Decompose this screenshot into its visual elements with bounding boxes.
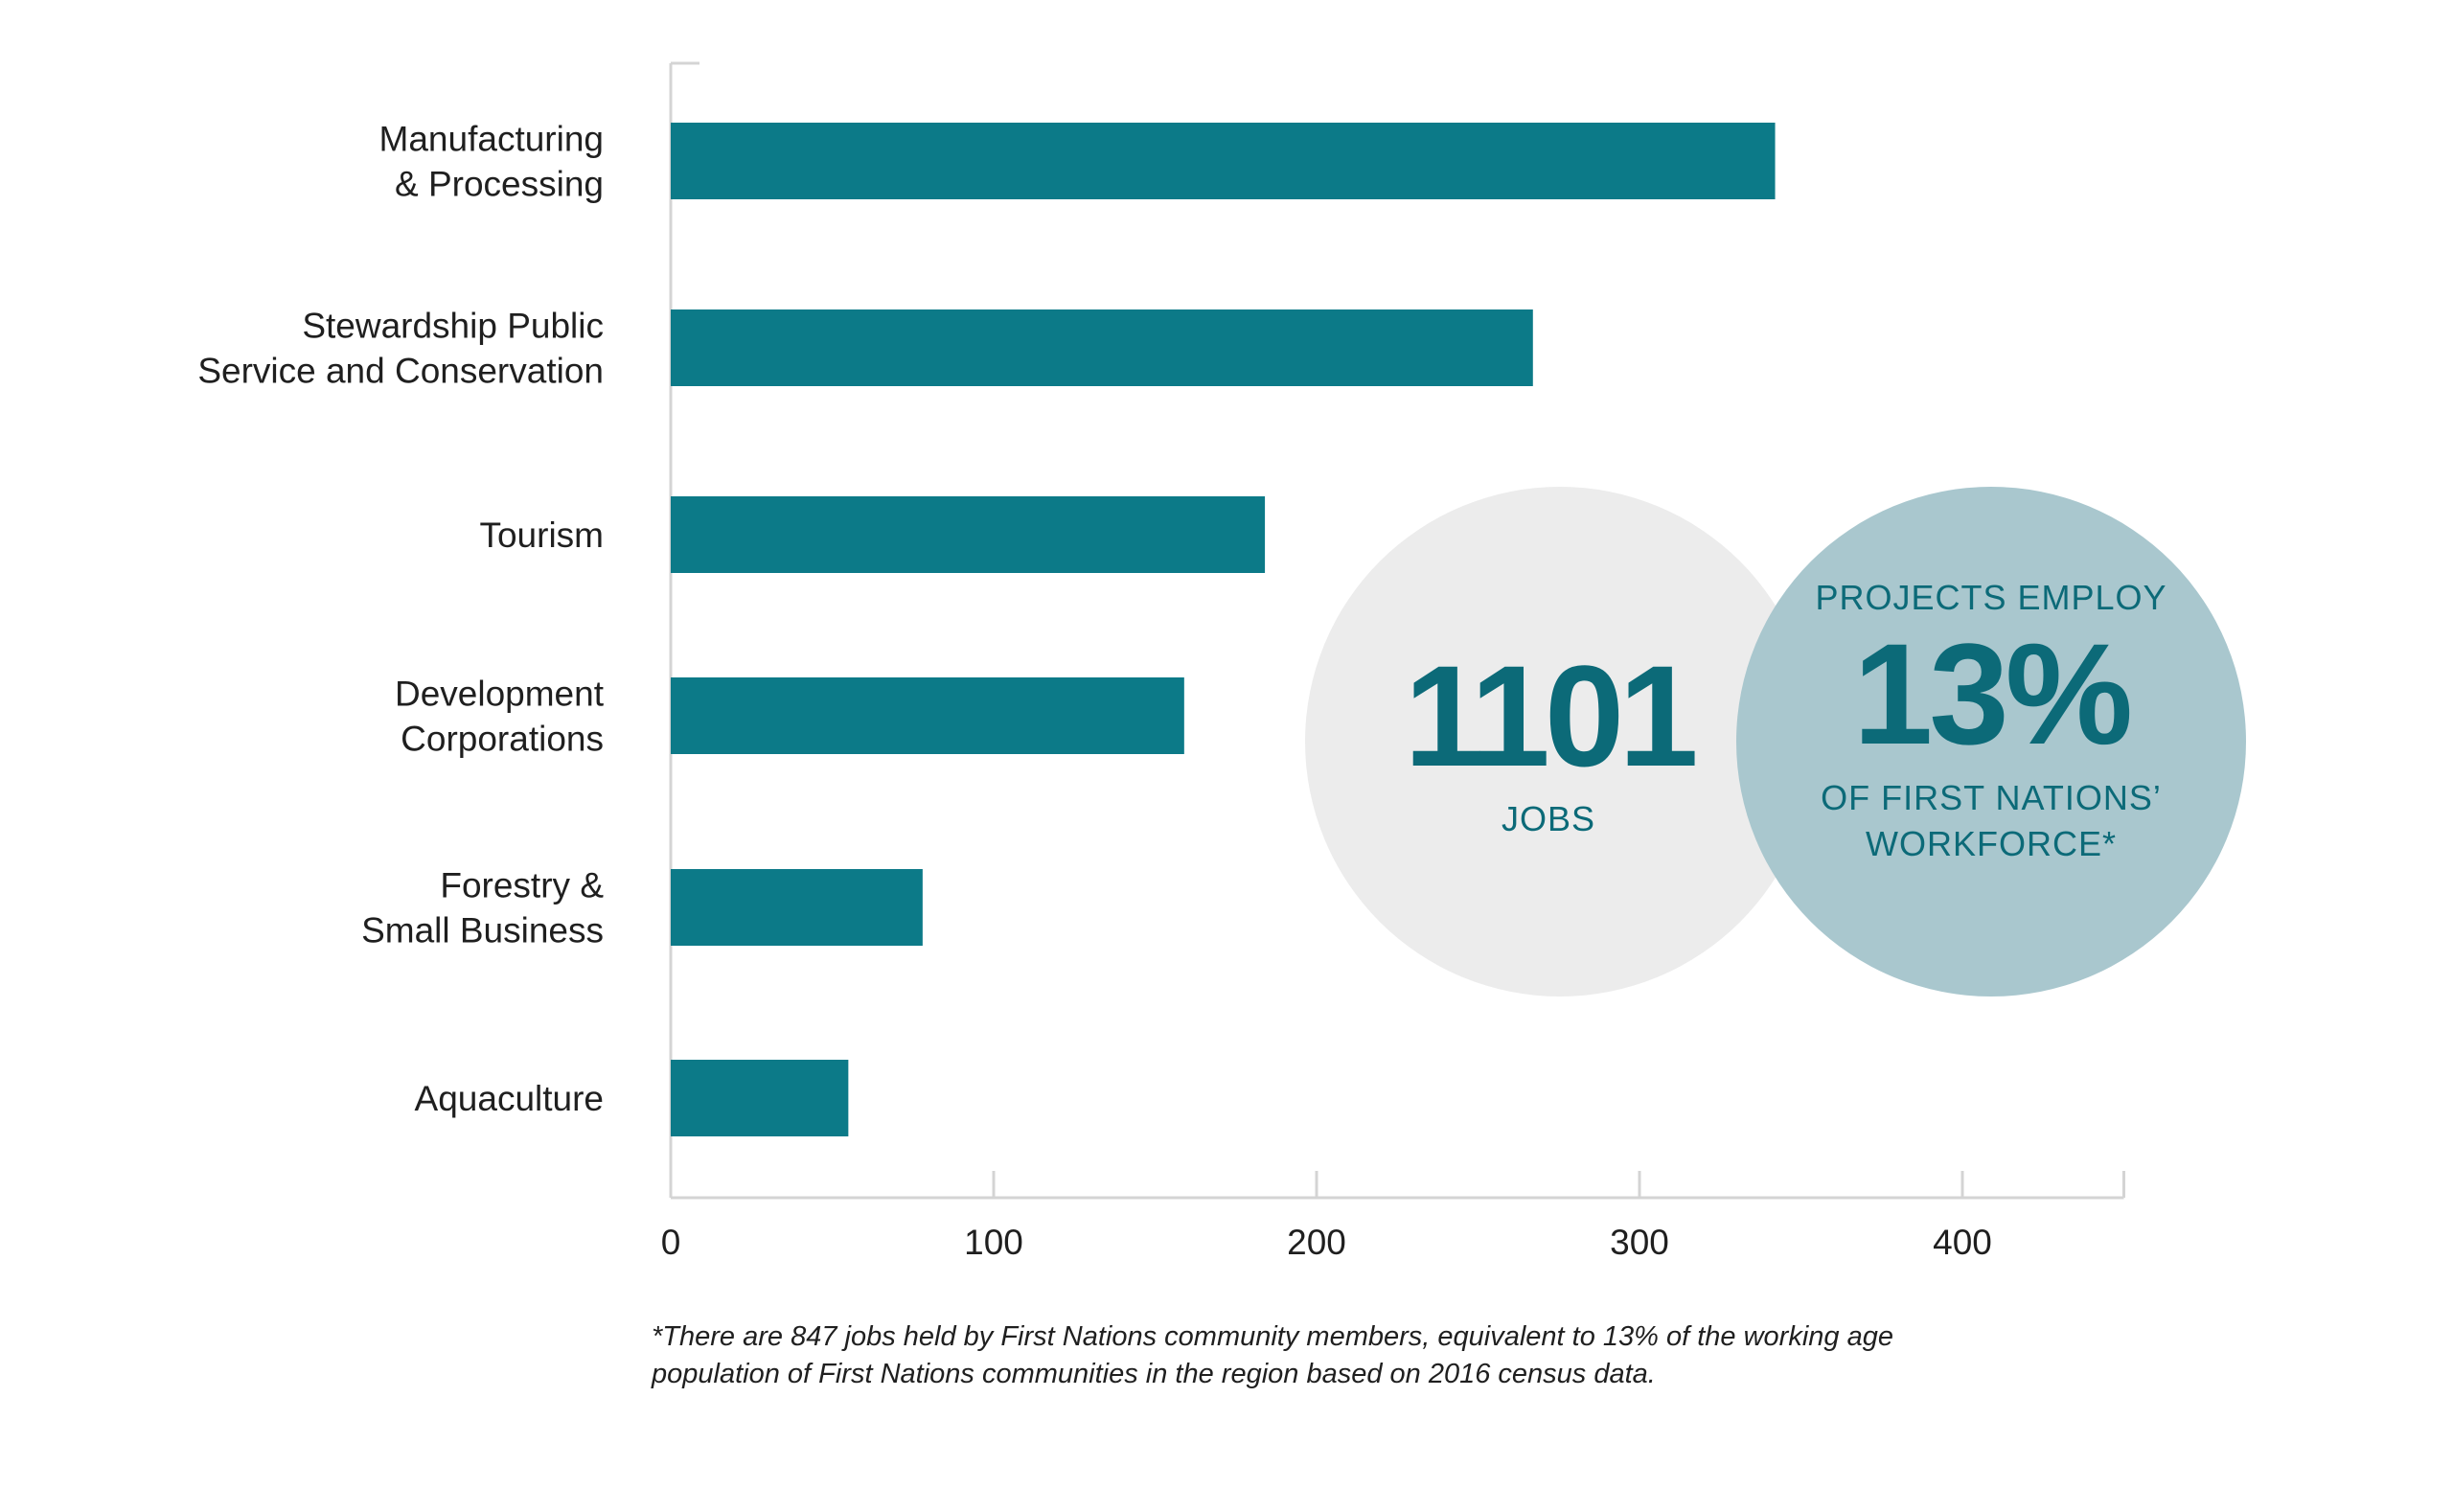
x-tick-label: 400 bbox=[1933, 1223, 1992, 1262]
jobs-label: JOBS bbox=[1501, 799, 1596, 838]
x-tick-label: 0 bbox=[661, 1223, 681, 1262]
bar bbox=[671, 677, 1184, 754]
category-label: Development bbox=[395, 675, 605, 714]
percent-caption: OF FIRST NATIONS’ WORKFORCE* bbox=[1821, 775, 2162, 867]
bar bbox=[671, 869, 923, 946]
x-tick-label: 100 bbox=[964, 1223, 1023, 1262]
percent-intro-text: PROJECTS EMPLOY bbox=[1815, 578, 2167, 617]
chart-bars bbox=[671, 123, 1776, 1136]
category-label: Stewardship Public bbox=[302, 307, 604, 346]
bar bbox=[671, 1060, 849, 1136]
chart-axes bbox=[669, 61, 2125, 1200]
category-label: Forestry & bbox=[440, 866, 604, 905]
workforce-percent-value: 13% bbox=[1852, 613, 2133, 774]
footnote-line-1: *There are 847 jobs held by First Nation… bbox=[652, 1321, 1893, 1352]
footnote: *There are 847 jobs held by First Nation… bbox=[652, 1318, 2146, 1393]
percent-caption-line-1: OF FIRST NATIONS’ bbox=[1821, 778, 2162, 817]
workforce-percent-callout-circle: PROJECTS EMPLOY 13% OF FIRST NATIONS’ WO… bbox=[1736, 487, 2246, 997]
category-label: Service and Conservation bbox=[197, 352, 604, 391]
category-label: Small Business bbox=[361, 911, 604, 951]
jobs-count: 1101 bbox=[1404, 635, 1698, 796]
percent-caption-line-2: WORKFORCE* bbox=[1866, 824, 2117, 863]
bar bbox=[671, 123, 1776, 199]
x-tick-label: 300 bbox=[1610, 1223, 1669, 1262]
bar bbox=[671, 309, 1533, 386]
jobs-callout-circle: 1101 JOBS bbox=[1305, 487, 1815, 997]
category-label: Aquaculture bbox=[415, 1079, 604, 1118]
category-label: Tourism bbox=[479, 515, 604, 555]
footnote-line-2: population of First Nations communities … bbox=[652, 1359, 1656, 1389]
category-label: Corporations bbox=[401, 720, 604, 759]
x-tick-label: 200 bbox=[1287, 1223, 1346, 1262]
x-axis-ticks: 0 100 200 300 400 bbox=[661, 1171, 1992, 1262]
category-label: Manufacturing bbox=[379, 120, 604, 159]
category-labels: Manufacturing & Processing Stewardship Pub… bbox=[197, 120, 604, 1119]
bar bbox=[671, 496, 1266, 573]
category-label: & Processing bbox=[395, 165, 604, 204]
